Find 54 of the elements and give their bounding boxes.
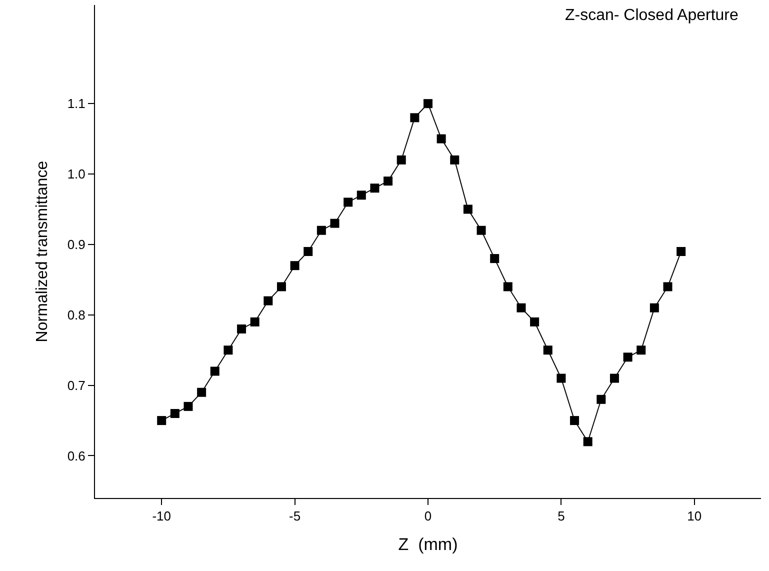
x-tick-label: 10 — [687, 508, 702, 524]
point — [344, 198, 353, 207]
point — [490, 254, 500, 264]
point — [210, 366, 220, 376]
point — [543, 346, 552, 355]
point — [330, 218, 340, 228]
point — [250, 317, 260, 326]
point — [170, 408, 180, 418]
point — [304, 247, 313, 256]
point — [503, 282, 512, 292]
point — [676, 247, 686, 256]
point — [370, 184, 380, 193]
point — [356, 190, 366, 200]
point — [237, 324, 246, 334]
point — [410, 113, 420, 122]
point — [596, 394, 606, 404]
point — [516, 303, 526, 312]
point — [476, 226, 486, 235]
point — [636, 346, 646, 355]
x-tick-label: 0 — [424, 508, 432, 524]
x-tick-label: -10 — [152, 508, 171, 524]
point — [276, 282, 286, 292]
point — [663, 282, 672, 292]
y-tick-label: 0.8 — [67, 307, 86, 322]
point — [436, 134, 446, 144]
x-tick-label: 5 — [558, 508, 565, 524]
y-tick-label: 0.9 — [67, 237, 86, 252]
x-tick-label: -5 — [289, 508, 301, 524]
y-tick-label: 1.0 — [67, 166, 86, 182]
point — [610, 374, 619, 383]
point — [463, 204, 472, 214]
y-tick-label: 0.7 — [67, 378, 86, 393]
annotation: Z-scan- Closed Aperture — [565, 7, 739, 24]
point — [650, 303, 659, 312]
point — [424, 99, 432, 108]
y-axis-title: Normalized transmittance — [34, 160, 52, 342]
point — [556, 374, 566, 383]
point — [184, 402, 193, 411]
y-tick-label: 0.6 — [67, 448, 86, 464]
point — [623, 352, 632, 362]
y-tick-label: 1.1 — [67, 96, 86, 112]
x-axis-title: Z (mm) — [398, 535, 458, 554]
point — [264, 296, 273, 306]
point — [290, 261, 300, 270]
point — [157, 416, 166, 426]
point — [316, 226, 326, 235]
point — [396, 155, 406, 164]
point — [583, 437, 592, 446]
point — [450, 155, 460, 164]
point — [224, 346, 233, 355]
point — [197, 388, 206, 397]
point — [384, 176, 393, 186]
point — [530, 317, 540, 326]
point — [570, 416, 580, 426]
